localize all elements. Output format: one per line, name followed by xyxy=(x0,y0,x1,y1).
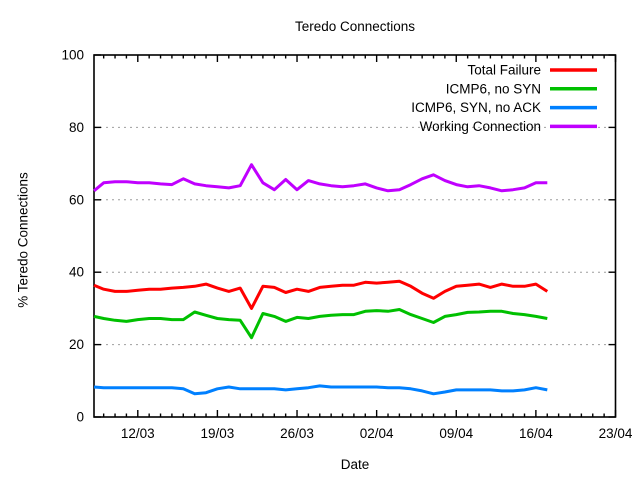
y-tick-label: 80 xyxy=(69,120,84,135)
x-tick-label: 19/03 xyxy=(201,426,235,441)
y-tick-label: 60 xyxy=(69,192,84,207)
legend-label: Total Failure xyxy=(467,63,541,78)
legend-label: ICMP6, no SYN xyxy=(446,81,541,96)
legend-item-icmp6-no-syn: ICMP6, no SYN xyxy=(446,81,597,96)
legend-label: Working Connection xyxy=(420,119,541,134)
y-tick-label: 0 xyxy=(76,410,84,425)
x-tick-label: 26/03 xyxy=(280,426,314,441)
plot-border xyxy=(93,54,617,418)
legend-label: ICMP6, SYN, no ACK xyxy=(411,100,541,115)
y-axis-label: % Teredo Connections xyxy=(15,172,31,308)
series-line-icmp6-no-syn xyxy=(93,308,548,340)
legend-item-working-connection: Working Connection xyxy=(420,119,597,134)
y-tick-label: 100 xyxy=(61,48,84,63)
y-tick-label: 40 xyxy=(69,265,84,280)
chart-title: Teredo Connections xyxy=(294,19,416,34)
x-tick-label: 09/04 xyxy=(439,426,473,441)
series-line-total-failure xyxy=(93,279,549,310)
series-line-working-connection xyxy=(93,163,548,193)
x-tick-label: 02/04 xyxy=(360,426,394,441)
legend-item-total-failure: Total Failure xyxy=(467,63,597,78)
x-tick-label: 23/04 xyxy=(599,426,633,441)
x-tick-label: 12/03 xyxy=(121,426,155,441)
x-tick-label: 16/04 xyxy=(519,426,553,441)
legend-item-icmp6-syn-no-ack: ICMP6, SYN, no ACK xyxy=(411,100,597,115)
x-axis-label: Date xyxy=(340,457,370,472)
series-line-icmp6-syn-no-ack xyxy=(93,384,548,396)
y-tick-label: 20 xyxy=(69,337,84,352)
